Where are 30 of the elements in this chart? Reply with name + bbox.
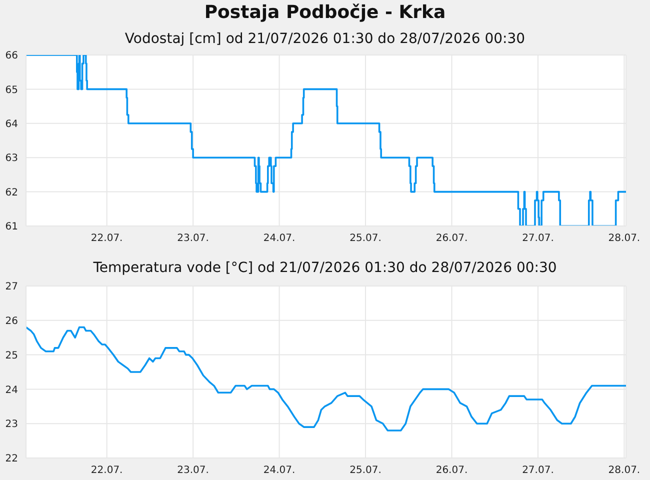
chart-subtitle: Vodostaj [cm] od 21/07/2026 01:30 do 28/07/2026 00:30 — [124, 31, 526, 47]
x-tick-label: 26.07. — [436, 465, 468, 476]
x-tick-label: 22.07. — [90, 465, 123, 476]
y-tick-label: 62 — [5, 187, 18, 198]
y-tick-label: 64 — [5, 118, 18, 130]
chart-title: Postaja Podbočje - Krka — [203, 2, 447, 23]
line-series — [26, 326, 626, 432]
y-tick-label: 63 — [5, 153, 18, 164]
y-tick-label: 26 — [5, 316, 18, 327]
x-tick-label: 27.07. — [522, 233, 554, 244]
y-tick-label: 22 — [5, 454, 18, 465]
chart-title: Temperatura vode [°C] od 21/07/2026 01:30 do 28/07/2026 00:30 — [92, 260, 558, 276]
y-tick-label: 24 — [5, 384, 18, 396]
x-tick-label: 25.07. — [350, 233, 382, 244]
x-tick-label: 24.07. — [263, 465, 296, 476]
y-tick-label: 61 — [5, 222, 18, 233]
y-tick-label: 65 — [5, 84, 18, 96]
y-tick-label: 23 — [5, 419, 18, 430]
y-tick-label: 27 — [5, 282, 18, 293]
x-tick-label: 22.07. — [90, 233, 123, 244]
x-tick-label: 28.07. — [608, 233, 640, 244]
x-tick-label: 28.07. — [608, 465, 640, 476]
x-tick-label: 23.07. — [177, 465, 209, 476]
x-tick-label: 23.07. — [177, 233, 209, 244]
x-tick-label: 27.07. — [522, 465, 554, 476]
x-tick-label: 25.07. — [350, 465, 382, 476]
y-tick-label: 66 — [5, 50, 18, 62]
x-tick-label: 26.07. — [436, 233, 468, 244]
y-tick-label: 25 — [5, 350, 18, 362]
x-tick-label: 24.07. — [263, 233, 296, 244]
